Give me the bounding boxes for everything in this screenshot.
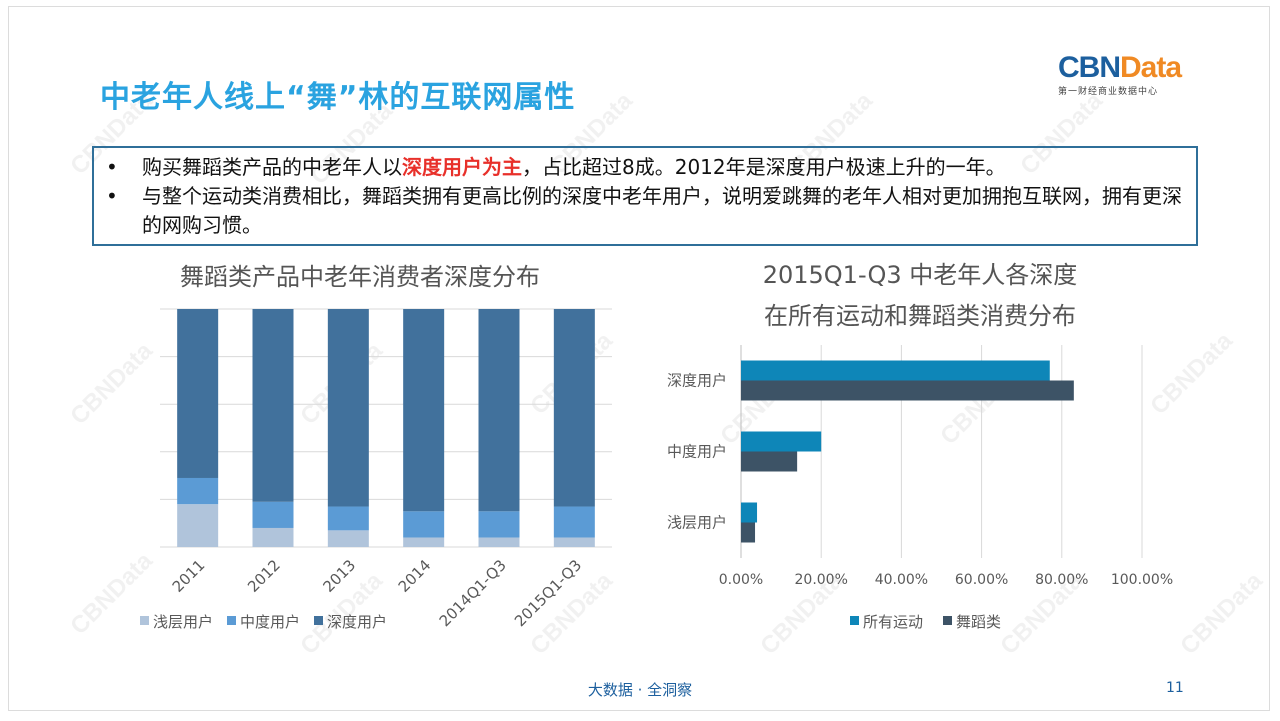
bar-segment: [553, 506, 595, 538]
slide-frame: [8, 6, 1270, 711]
legend-label: 所有运动: [863, 613, 923, 631]
legend-swatch: [314, 616, 323, 625]
bar-segment: [252, 309, 294, 502]
bar: [741, 451, 798, 472]
bar-segment: [403, 537, 445, 547]
bar-segment: [327, 530, 369, 547]
footer-slogan: 大数据 · 全洞察: [587, 681, 693, 699]
legend-label: 舞蹈类: [956, 613, 1001, 631]
x-tick-label: 100.00%: [1111, 572, 1173, 588]
bar-segment: [403, 309, 445, 512]
legend-swatch: [943, 616, 952, 625]
bullet-text-pre: 购买舞蹈类产品的中老年人以: [142, 155, 402, 179]
bullet-item: • 购买舞蹈类产品的中老年人以深度用户为主，占比超过8成。2012年是深度用户极…: [106, 153, 1184, 182]
bar-segment: [252, 527, 294, 547]
legend-label: 浅层用户: [153, 613, 213, 631]
right-chart-title-line-1: 2015Q1-Q3 中老年人各深度: [762, 261, 1078, 289]
bullet-dot: •: [106, 155, 118, 179]
y-tick-label: 深度用户: [667, 372, 727, 390]
cbndata-logo: CBNData 第一财经商业数据中心: [1058, 51, 1198, 98]
bar: [741, 431, 822, 452]
x-tick-label: 0.00%: [719, 572, 763, 588]
bullet-text-post: ，占比超过8成。2012年是深度用户极速上升的一年。: [522, 155, 1006, 179]
bar-segment: [177, 309, 219, 478]
legend-swatch: [850, 616, 859, 625]
x-tick-label: 60.00%: [955, 572, 1008, 588]
bullet-text: 与整个运动类消费相比，舞蹈类拥有更高比例的深度中老年用户，说明爱跳舞的老年人相对…: [142, 182, 1184, 240]
bar-segment: [177, 477, 219, 505]
bullet-highlight: 深度用户为主: [402, 155, 522, 179]
page-number: 11: [1166, 680, 1184, 696]
legend-label: 深度用户: [327, 613, 387, 631]
bar: [741, 380, 1074, 401]
bar-segment: [478, 511, 520, 538]
bar: [741, 522, 756, 543]
bullet-text: 购买舞蹈类产品的中老年人以深度用户为主，占比超过8成。2012年是深度用户极速上…: [142, 153, 1184, 182]
bullet-dot: •: [106, 184, 118, 208]
x-tick-label: 20.00%: [795, 572, 848, 588]
logo-subtitle: 第一财经商业数据中心: [1058, 87, 1159, 97]
legend-swatch: [140, 616, 149, 625]
legend-label: 中度用户: [240, 613, 300, 631]
bar-segment: [327, 506, 369, 531]
bar-segment: [177, 504, 219, 547]
bar-segment: [478, 537, 520, 547]
bullet-box: • 购买舞蹈类产品的中老年人以深度用户为主，占比超过8成。2012年是深度用户极…: [92, 146, 1198, 246]
bar: [741, 360, 1050, 381]
x-tick-label: 40.00%: [875, 572, 928, 588]
x-tick-label: 80.00%: [1035, 572, 1088, 588]
y-tick-label: 中度用户: [667, 443, 727, 461]
bar-segment: [327, 309, 369, 507]
left-chart-title: 舞蹈类产品中老年消费者深度分布: [180, 263, 540, 291]
logo-cbn: CBN: [1058, 51, 1121, 84]
bar-segment: [403, 511, 445, 538]
slide-title: 中老年人线上“舞”林的互联网属性: [100, 80, 576, 115]
bar-segment: [252, 501, 294, 528]
bullet-item: • 与整个运动类消费相比，舞蹈类拥有更高比例的深度中老年用户，说明爱跳舞的老年人…: [106, 182, 1184, 240]
bar-segment: [478, 309, 520, 512]
right-chart-title-line-2: 在所有运动和舞蹈类消费分布: [764, 302, 1076, 330]
bullet-text-pre: 与整个运动类消费相比，舞蹈类拥有更高比例的深度中老年用户，说明爱跳舞的老年人相对…: [142, 184, 1182, 237]
bar-segment: [553, 309, 595, 507]
bar-segment: [553, 537, 595, 547]
legend-swatch: [227, 616, 236, 625]
logo-data: Data: [1120, 51, 1182, 84]
y-tick-label: 浅层用户: [667, 514, 727, 532]
bar: [741, 502, 758, 523]
